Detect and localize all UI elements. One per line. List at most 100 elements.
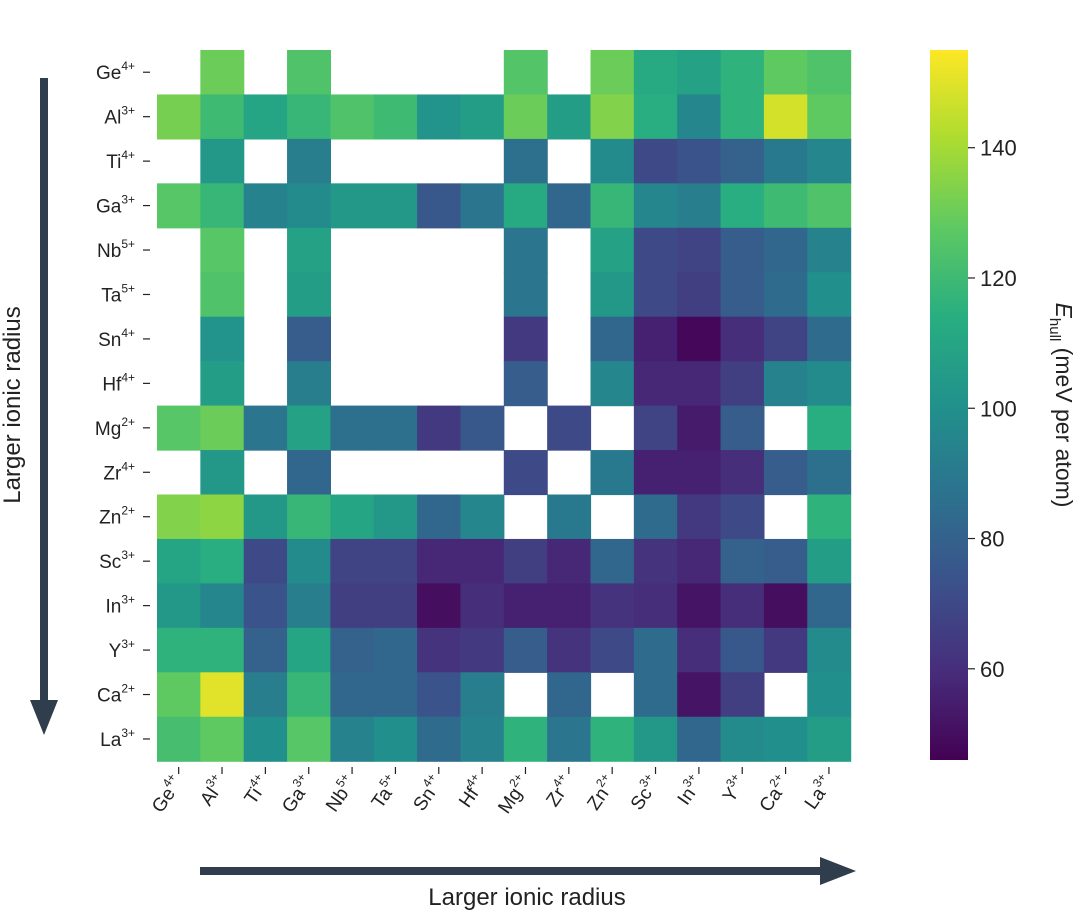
heatmap-cell (157, 627, 201, 673)
heatmap-cell (633, 138, 678, 184)
heatmap-cell (547, 183, 592, 229)
heatmap-cell (503, 183, 548, 229)
y-tick-label: Zn2+ (99, 504, 135, 529)
x-tick-label: Sn4+ (406, 771, 448, 816)
heatmap-cell (330, 94, 375, 140)
x-tick-label: Ge4+ (145, 771, 188, 817)
heatmap-cell (330, 583, 375, 629)
heatmap-cell (633, 50, 678, 96)
heatmap-cell (720, 538, 765, 584)
heatmap-cell (460, 716, 505, 762)
x-tick-label: Hf4+ (452, 771, 491, 812)
heatmap-cell (200, 94, 245, 140)
x-tick-label: Ga3+ (275, 771, 318, 817)
colorbar-tick-label: 60 (980, 657, 1004, 682)
heatmap-cell (677, 538, 722, 584)
heatmap-cell (807, 672, 852, 718)
heatmap-cell (503, 583, 548, 629)
heatmap-cell (547, 672, 592, 718)
heatmap-cell (763, 716, 808, 762)
heatmap-cell (460, 672, 505, 718)
heatmap-cell (590, 361, 635, 407)
heatmap-cell (807, 50, 852, 96)
heatmap-cell (417, 183, 462, 229)
heatmap-cell (677, 94, 722, 140)
heatmap-cell (720, 138, 765, 184)
heatmap-cell (373, 672, 418, 718)
heatmap-cell (200, 138, 245, 184)
heatmap-cell (503, 94, 548, 140)
heatmap-cell (677, 583, 722, 629)
heatmap-cell (503, 227, 548, 273)
heatmap-cell (503, 450, 548, 496)
heatmap-cell (763, 450, 808, 496)
heatmap-cell (373, 538, 418, 584)
x-tick-label: Ta5+ (365, 771, 405, 813)
heatmap-cell (200, 405, 245, 451)
heatmap-cell (330, 672, 375, 718)
colorbar-tick-label: 140 (980, 136, 1017, 161)
heatmap-cell (547, 627, 592, 673)
heatmap-cell (590, 627, 635, 673)
heatmap-cell (287, 227, 331, 273)
heatmap-cell (330, 494, 375, 540)
heatmap-cell (287, 627, 331, 673)
heatmap-cell (417, 583, 462, 629)
heatmap-cell (460, 94, 505, 140)
heatmap-cell (763, 94, 808, 140)
heatmap-cell (677, 361, 722, 407)
heatmap-cell (720, 183, 765, 229)
heatmap-cell (590, 316, 635, 362)
y-axis-label: Larger ionic radius (0, 306, 26, 503)
heatmap-cell (200, 538, 245, 584)
x-tick-label: Nb5+ (319, 771, 361, 816)
heatmap-cell (720, 316, 765, 362)
heatmap-cell (807, 627, 852, 673)
x-tick-label: Zr4+ (539, 771, 578, 811)
heatmap-cell (503, 272, 548, 318)
heatmap-cell (330, 183, 375, 229)
heatmap-cell (287, 316, 331, 362)
heatmap-cell (720, 405, 765, 451)
heatmap-cell (373, 627, 418, 673)
heatmap-cell (157, 583, 201, 629)
heatmap-cell (720, 627, 765, 673)
heatmap-cell (287, 716, 331, 762)
heatmap-cell (330, 716, 375, 762)
heatmap-cell (243, 538, 288, 584)
heatmap-cell (720, 450, 765, 496)
heatmap-cell (287, 361, 331, 407)
heatmap-cell (503, 627, 548, 673)
heatmap-cell (720, 272, 765, 318)
y-tick-label: Zr4+ (103, 459, 135, 484)
heatmap-cell (590, 272, 635, 318)
heatmap-cell (547, 405, 592, 451)
heatmap-cell (633, 583, 678, 629)
y-tick-label: Ca2+ (97, 682, 135, 707)
heatmap-cell (460, 538, 505, 584)
heatmap-cell (243, 494, 288, 540)
heatmap-cell (157, 405, 201, 451)
heatmap-cell (417, 94, 462, 140)
heatmap-cell (763, 361, 808, 407)
heatmap-cell (677, 672, 722, 718)
y-tick-label: Nb5+ (97, 237, 135, 262)
colorbar (930, 50, 968, 760)
heatmap-cell (200, 583, 245, 629)
heatmap-cell (287, 50, 331, 96)
y-tick-label: Sc3+ (99, 548, 135, 573)
heatmap-cell (720, 227, 765, 273)
heatmap-cells (157, 50, 852, 762)
heatmap-cell (287, 672, 331, 718)
heatmap-cell (590, 50, 635, 96)
x-tick-label: Ti4+ (237, 771, 274, 809)
heatmap-cell (503, 538, 548, 584)
heatmap-cell (720, 716, 765, 762)
heatmap-cell (633, 716, 678, 762)
heatmap-cell (200, 361, 245, 407)
heatmap-cell (633, 94, 678, 140)
heatmap-cell (547, 94, 592, 140)
heatmap-cell (417, 538, 462, 584)
heatmap-cell (200, 450, 245, 496)
heatmap-cell (417, 716, 462, 762)
